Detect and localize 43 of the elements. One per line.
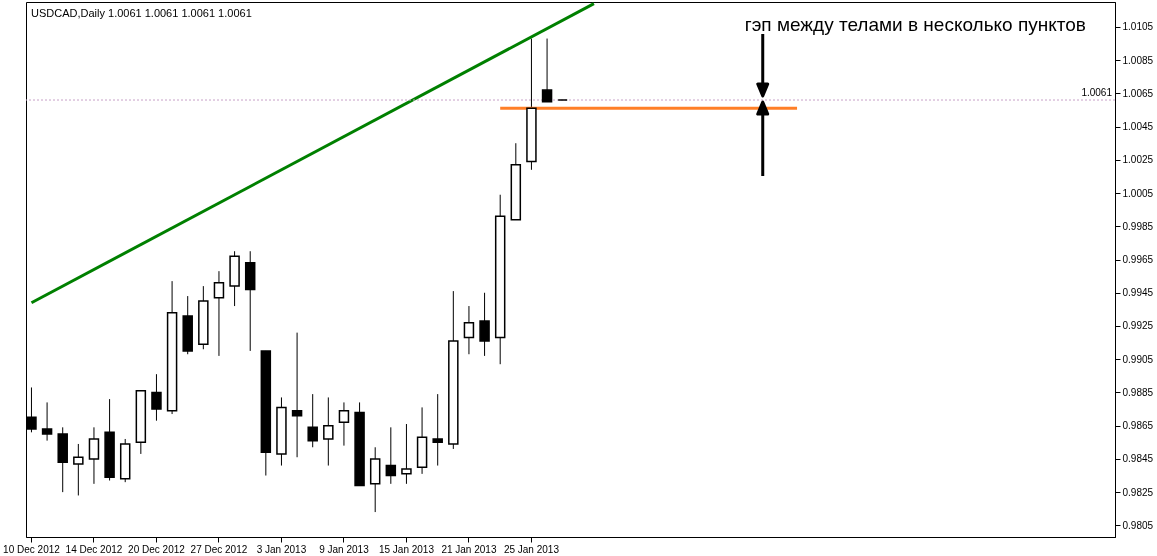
y-tick-label: 1.0085 xyxy=(1122,54,1154,66)
y-tick-label: 0.9945 xyxy=(1122,287,1154,299)
chart-title: USDCAD,Daily 1.0061 1.0061 1.0061 1.0061 xyxy=(31,7,252,19)
y-tick-label: 1.0005 xyxy=(1122,187,1154,199)
annotation: гэп между телами в несколько пунктов xyxy=(744,14,1086,35)
x-tick-label: 27 Dec 2012 xyxy=(190,543,248,555)
candlestick xyxy=(88,426,100,485)
candlestick xyxy=(541,38,553,103)
candlestick xyxy=(401,423,412,485)
y-tick-label: 1.0045 xyxy=(1122,121,1154,133)
y-tick-label: 0.9925 xyxy=(1122,320,1154,332)
y-tick-label: 0.9825 xyxy=(1122,486,1154,498)
x-tick-label: 15 Jan 2013 xyxy=(378,543,435,555)
candlestick xyxy=(213,270,225,357)
candlestick xyxy=(151,373,162,422)
y-tick-label: 0.9865 xyxy=(1122,420,1154,432)
y-tick-label: 1.0065 xyxy=(1122,87,1154,99)
candlestick xyxy=(463,305,475,355)
candlestick xyxy=(73,443,84,496)
x-tick-label: 9 Jan 2013 xyxy=(319,543,370,555)
y-tick-label: 0.9905 xyxy=(1122,353,1154,365)
candlestick xyxy=(291,332,303,458)
y-tick-label: 0.9845 xyxy=(1122,453,1154,465)
candlestick xyxy=(307,393,318,448)
x-tick-label: 10 Dec 2012 xyxy=(3,543,61,555)
x-tick-label: 21 Jan 2013 xyxy=(441,543,497,555)
x-tick-label: 3 Jan 2013 xyxy=(256,543,307,555)
ref-line-label: 1.0061 xyxy=(1081,87,1113,99)
y-tick-label: 0.9965 xyxy=(1122,254,1154,266)
x-tick-label: 20 Dec 2012 xyxy=(128,543,186,555)
candlestick xyxy=(385,426,397,485)
x-tick-label: 25 Jan 2013 xyxy=(503,543,560,555)
y-tick-label: 1.0025 xyxy=(1122,154,1154,166)
candlestick xyxy=(338,401,350,447)
x-tick-label: 14 Dec 2012 xyxy=(65,543,123,555)
y-tick-label: 0.9805 xyxy=(1122,519,1154,531)
candlestick xyxy=(432,393,443,467)
y-tick-label: 0.9885 xyxy=(1122,386,1154,398)
candlestick xyxy=(41,401,53,442)
y-tick-label: 1.0105 xyxy=(1122,21,1154,33)
candlestick xyxy=(323,396,334,467)
y-tick-label: 0.9985 xyxy=(1122,220,1154,232)
candlestick xyxy=(479,292,490,357)
